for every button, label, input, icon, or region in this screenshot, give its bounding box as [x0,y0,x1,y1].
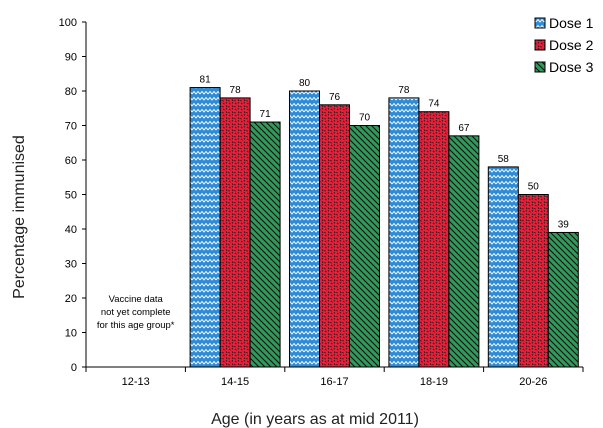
y-tick-label: 60 [65,155,77,167]
bar [189,87,221,368]
annotation-note: Vaccine data not yet complete for this age… [97,294,175,331]
data-labels: 81 78 71 80 76 70 78 74 67 58 50 39 [200,75,570,231]
y-tick-label: 10 [65,328,77,340]
y-axis-title: Percentage immunised [11,135,28,299]
bar [547,231,579,368]
y-tick-label: 40 [65,224,77,236]
bar [219,97,251,368]
y-tick-label: 100 [59,17,77,29]
y-tick-label: 70 [65,121,77,133]
bar [487,166,519,368]
data-label: 78 [230,85,242,96]
annotation-line: not yet complete [101,307,171,318]
data-label: 58 [498,154,510,165]
x-tick-label: 14-15 [221,376,249,388]
data-label: 39 [558,219,570,230]
legend-swatch [534,39,546,51]
bar [448,135,480,368]
x-axis-title: Age (in years as at mid 2011) [211,411,419,428]
data-label: 67 [458,123,470,134]
y-tick-label: 0 [71,362,77,374]
data-label: 70 [359,113,371,124]
x-tick-label: 12-13 [122,376,150,388]
legend-label: Dose 3 [549,59,594,75]
data-label: 80 [299,78,311,89]
bar [289,90,320,368]
y-tick-label: 30 [65,259,77,271]
legend-label: Dose 1 [549,15,594,31]
bar [319,104,350,368]
data-label: 71 [260,109,272,120]
bar [388,97,420,368]
data-label: 74 [428,99,440,110]
bar [349,125,380,368]
y-tick-label: 80 [65,86,77,98]
axes: 0 10 20 30 40 50 60 70 80 90 100 12-13 14-15 16-17 18-… [59,17,584,388]
legend-swatch [534,61,546,73]
annotation-line: Vaccine data [109,294,164,305]
y-tick-label: 90 [65,52,77,64]
data-label: 78 [398,85,410,96]
bars [189,87,579,368]
legend: Dose 1 Dose 2 Dose 3 [534,15,594,75]
data-label: 76 [329,92,341,103]
legend-swatch [534,17,546,29]
y-tick-label: 50 [65,190,77,202]
data-label: 50 [528,182,540,193]
x-tick-label: 18-19 [420,376,448,388]
x-tick-label: 16-17 [320,376,348,388]
y-tick-label: 20 [65,293,77,305]
data-label: 81 [200,75,212,86]
bar [418,111,450,368]
annotation-line: for this age group* [97,320,175,331]
bar [249,121,281,368]
legend-label: Dose 2 [549,37,594,53]
x-tick-label: 20-26 [519,376,547,388]
bar [517,194,549,368]
